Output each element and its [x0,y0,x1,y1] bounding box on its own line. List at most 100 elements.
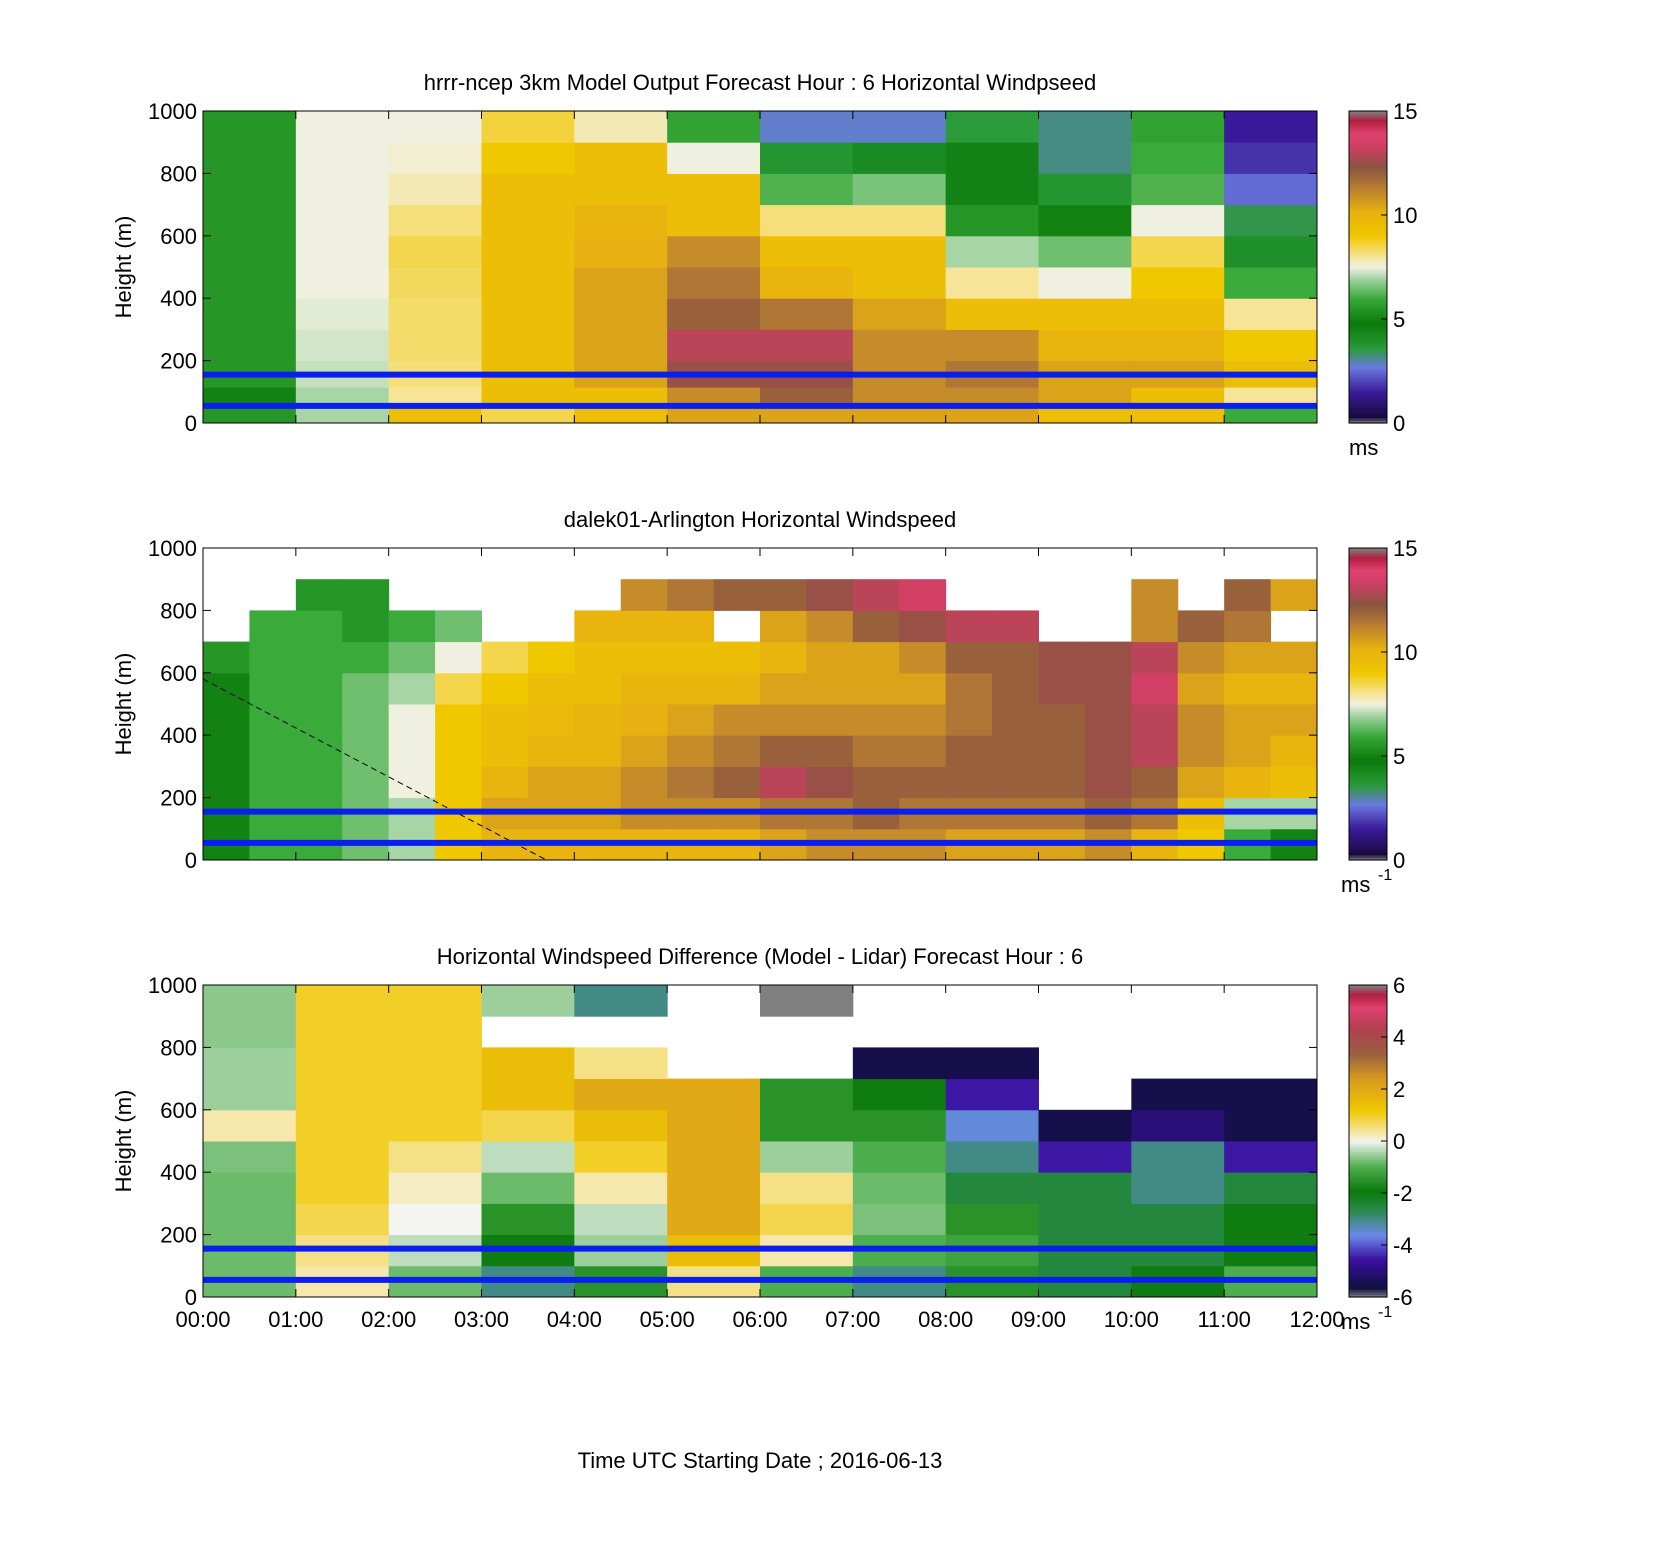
heatmap-cell [527,641,575,674]
colorbar-segment [1349,196,1387,200]
colorbar-segment [1349,758,1387,762]
colorbar-segment [1349,548,1387,552]
colorbar-segment [1349,592,1387,596]
colorbar-segment [1349,555,1387,559]
colorbar-segment [1349,579,1387,583]
heatmap-cell [620,610,668,643]
heatmap-cell [899,610,947,643]
heatmap-cell [667,142,761,174]
heatmap-cell [574,985,668,1017]
panel-3: 0 200 400 600 800 1000 00:00 01:00 02:00 03:00 04:… [111,944,1413,1334]
colorbar-segment [1349,1135,1387,1139]
colorbar-segment [1349,1177,1387,1181]
heatmap-cell [527,766,575,799]
colorbar-segment [1349,376,1387,380]
colorbar-segment [1349,204,1387,208]
heatmap-cell [342,641,390,674]
colorbar-tick-label: 0 [1393,411,1405,436]
heatmap-cell [852,173,947,206]
colorbar-segment [1349,334,1387,338]
colorbar-segment [1349,618,1387,622]
colorbar-segment [1349,706,1387,710]
heatmap-cell [667,173,761,206]
x-tick-label: 05:00 [640,1307,695,1332]
colorbar-segment [1349,1034,1387,1038]
colorbar-segment [1349,990,1387,994]
colorbar-segment [1349,360,1387,364]
heatmap-cell [342,672,390,705]
heatmap-cell [574,641,622,674]
heatmap-cell [574,142,668,174]
colorbar-segment [1349,163,1387,167]
colorbar-segment [1349,397,1387,401]
colorbar-segment [1349,1099,1387,1103]
colorbar-unit-exponent: -1 [1378,1304,1392,1321]
heatmap-cell [1131,735,1179,767]
heatmap-cell [388,235,482,268]
colorbar-segment [1349,183,1387,187]
colorbar-segment [1349,129,1387,133]
heatmap-cell [620,641,668,674]
colorbar-segment [1349,704,1387,708]
colorbar-segment [1349,282,1387,286]
heatmap-cell [295,298,390,330]
colorbar-segment [1349,834,1387,838]
colorbar-segment [1349,659,1387,663]
heatmap-cell [574,735,622,767]
heatmap-cell [667,235,761,268]
y-tick-label: 400 [160,1160,197,1185]
colorbar-segment [1349,319,1387,323]
heatmap-cell [667,1109,761,1142]
heatmap-cell [852,235,947,268]
heatmap-cell [574,298,668,330]
heatmap-cell [760,142,854,174]
colorbar-segment [1349,365,1387,369]
heatmap-cell [435,735,482,767]
colorbar-segment [1349,836,1387,840]
colorbar-segment [1349,207,1387,211]
x-tick-label: 08:00 [918,1307,973,1332]
colorbar-segment [1349,714,1387,718]
colorbar-segment [1349,1263,1387,1267]
heatmap-cell [760,235,854,268]
colorbar-segment [1349,355,1387,359]
heatmap-cell [388,704,436,736]
heatmap-cell [388,766,436,799]
heatmap-cell [481,1078,575,1111]
colorbar-segment [1349,1031,1387,1035]
heatmap-cell [1224,298,1318,330]
colorbar-segment [1349,992,1387,996]
colorbar-segment [1349,176,1387,180]
colorbar-segment [1349,326,1387,330]
colorbar-segment [1349,157,1387,161]
colorbar-segment [1349,337,1387,341]
y-tick-label: 200 [160,1223,197,1248]
colorbar-segment [1349,597,1387,601]
x-axis-label: Time UTC Starting Date ; 2016-06-13 [578,1448,943,1473]
colorbar-segment [1349,1159,1387,1163]
colorbar-segment [1349,306,1387,310]
colorbar-segment [1349,368,1387,372]
colorbar-segment [1349,329,1387,333]
heatmap-cell [852,610,900,643]
heatmap-cell [435,610,482,643]
colorbar-segment [1349,189,1387,193]
heatmap-cell [203,1141,297,1173]
colorbar-segment [1349,1180,1387,1184]
heatmap-cell [806,579,854,611]
colorbar-segment [1349,748,1387,752]
heatmap-cell [388,672,436,705]
y-tick-label: 600 [160,1098,197,1123]
colorbar-segment [1349,139,1387,143]
heatmap-cell [992,641,1039,674]
colorbar-segment [1349,610,1387,614]
colorbar-segment [1349,753,1387,757]
heatmap-cell [667,204,761,237]
colorbar-segment [1349,1187,1387,1191]
colorbar-segment [1349,352,1387,356]
colorbar-segment [1349,854,1387,858]
colorbar-segment [1349,150,1387,154]
colorbar-segment [1349,225,1387,229]
heatmap-cell [852,1172,947,1204]
colorbar-segment [1349,350,1387,354]
